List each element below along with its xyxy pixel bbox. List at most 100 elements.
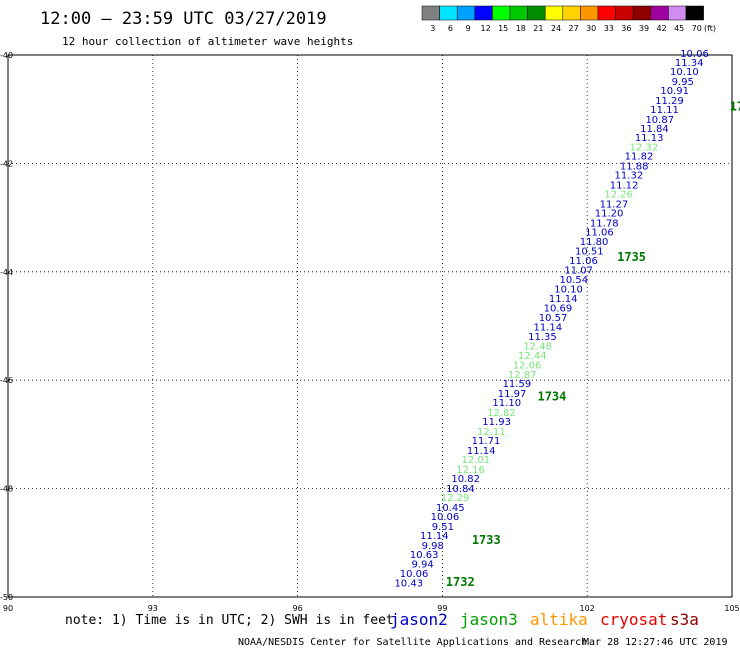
wave-height-label: 10.82 xyxy=(451,474,480,485)
wave-height-label: 11.12 xyxy=(610,180,639,191)
wave-height-label: 11.59 xyxy=(503,379,532,390)
wave-height-label: 10.06 xyxy=(400,569,429,580)
y-tick-label: -50 xyxy=(0,593,13,602)
colorbar-swatch xyxy=(509,5,528,21)
colorbar-swatch xyxy=(492,5,511,21)
y-tick-label: -40 xyxy=(0,51,13,60)
wave-height-label: 11.14 xyxy=(533,322,562,333)
wave-height-label: 10.06 xyxy=(680,49,709,60)
wave-height-label: 11.27 xyxy=(600,199,629,210)
wave-height-label: 10.45 xyxy=(436,503,465,514)
colorbar-label: 39 xyxy=(639,24,649,33)
wave-height-label: 12.16 xyxy=(456,465,485,476)
y-tick-label: -44 xyxy=(0,268,13,277)
satellite-legend-cryosat: cryosat xyxy=(600,610,667,629)
colorbar-label: 3 xyxy=(430,24,435,33)
satellite-legend-altika: altika xyxy=(530,610,588,629)
time-label: 1734 xyxy=(537,389,566,403)
wave-height-label: 11.10 xyxy=(492,398,521,409)
colorbar-label: 24 xyxy=(551,24,561,33)
wave-height-label: 11.34 xyxy=(675,58,704,69)
satellite-legend-jason3: jason3 xyxy=(460,610,518,629)
colorbar-label: 36 xyxy=(621,24,631,33)
wave-height-label: 9.95 xyxy=(672,77,694,88)
wave-height-label: 12.11 xyxy=(477,427,506,438)
x-tick-label: 93 xyxy=(148,604,158,613)
wave-height-label: 10.87 xyxy=(645,115,674,126)
plot-area xyxy=(7,54,733,598)
colorbar-swatch xyxy=(439,5,458,21)
data-points: 10.0611.3410.109.9510.9111.2911.1110.871… xyxy=(394,49,708,590)
colorbar-label: 45 xyxy=(674,24,684,33)
wave-height-label: 10.63 xyxy=(410,550,439,561)
chart-title: 12:00 – 23:59 UTC 03/27/2019 xyxy=(40,9,327,29)
colorbar-swatch xyxy=(650,5,669,21)
wave-height-label: 10.51 xyxy=(575,246,604,257)
wave-height-label: 9.98 xyxy=(422,541,444,552)
wave-height-label: 11.14 xyxy=(467,446,496,457)
colorbar-label: 21 xyxy=(533,24,543,33)
colorbar-unit: (ft) xyxy=(704,24,716,33)
x-tick-label: 102 xyxy=(580,604,595,613)
y-tick-label: -42 xyxy=(0,159,13,168)
footer-note: note: 1) Time is in UTC; 2) SWH is in fe… xyxy=(65,613,394,628)
time-label: 1732 xyxy=(446,575,475,589)
wave-height-label: 11.32 xyxy=(615,171,644,182)
colorbar-swatch xyxy=(456,5,476,21)
time-label: 1736 xyxy=(730,99,740,113)
wave-height-label: 11.06 xyxy=(585,227,614,238)
wave-height-label: 11.07 xyxy=(564,265,593,276)
y-tick-label: -48 xyxy=(0,485,13,494)
wave-height-label: 11.35 xyxy=(528,332,557,343)
colorbar-label: 70 xyxy=(692,24,702,33)
wave-height-label: 9.94 xyxy=(411,560,433,571)
wave-height-label: 12.06 xyxy=(513,360,542,371)
x-tick-label: 105 xyxy=(724,604,739,613)
wave-height-label: 11.93 xyxy=(482,417,511,428)
colorbar-swatch xyxy=(562,5,581,21)
wave-height-label: 10.10 xyxy=(554,284,583,295)
colorbar-swatch xyxy=(615,5,634,21)
wave-height-label: 12.26 xyxy=(604,190,633,201)
colorbar-swatch xyxy=(632,5,652,21)
time-label: 1733 xyxy=(472,533,501,547)
wave-height-label: 10.91 xyxy=(660,86,689,97)
wave-height-label: 11.82 xyxy=(625,152,654,163)
colorbar-label: 9 xyxy=(465,24,470,33)
colorbar-label: 15 xyxy=(498,24,508,33)
colorbar-swatch xyxy=(527,5,546,21)
satellite-legend-s3a: s3a xyxy=(670,610,699,629)
footer-timestamp: Mar 28 12:27:46 UTC 2019 xyxy=(583,637,728,648)
wave-height-label: 10.54 xyxy=(560,275,589,286)
colorbar-legend: 3 6 9 12 15 18 21 24 27 30 33 36 39 42 45 70 xyxy=(421,5,704,33)
colorbar-label: 27 xyxy=(569,24,579,33)
colorbar-label: 33 xyxy=(604,24,614,33)
colorbar-label: 12 xyxy=(481,24,491,33)
wave-height-label: 10.43 xyxy=(394,579,423,590)
x-tick-labels: 90 93 96 99 102 105 xyxy=(3,604,740,613)
wave-height-label: 10.06 xyxy=(431,512,460,523)
colorbar-swatch xyxy=(421,5,440,21)
wave-height-label: 12.01 xyxy=(462,455,491,466)
wave-height-label: 11.06 xyxy=(569,256,598,267)
wave-height-label: 11.11 xyxy=(650,105,679,116)
colorbar-swatch xyxy=(668,5,687,21)
time-label: 1735 xyxy=(617,250,646,264)
grid-lines xyxy=(8,55,732,597)
colorbar-swatch xyxy=(685,5,704,21)
footer-credit: NOAA/NESDIS Center for Satellite Applica… xyxy=(238,637,587,648)
wave-height-label: 11.88 xyxy=(620,161,649,172)
x-tick-label: 96 xyxy=(293,604,303,613)
colorbar-label: 18 xyxy=(516,24,526,33)
colorbar-swatch xyxy=(544,5,564,21)
chart-subtitle: 12 hour collection of altimeter wave hei… xyxy=(62,35,353,48)
wave-height-label: 10.10 xyxy=(670,67,699,78)
wave-height-label: 12.82 xyxy=(487,408,516,419)
wave-height-label: 11.20 xyxy=(595,209,624,220)
wave-height-label: 11.84 xyxy=(640,124,669,135)
plot-border xyxy=(7,54,733,598)
colorbar-label: 6 xyxy=(448,24,453,33)
x-tick-label: 90 xyxy=(3,604,13,613)
wave-height-label: 10.69 xyxy=(544,303,573,314)
